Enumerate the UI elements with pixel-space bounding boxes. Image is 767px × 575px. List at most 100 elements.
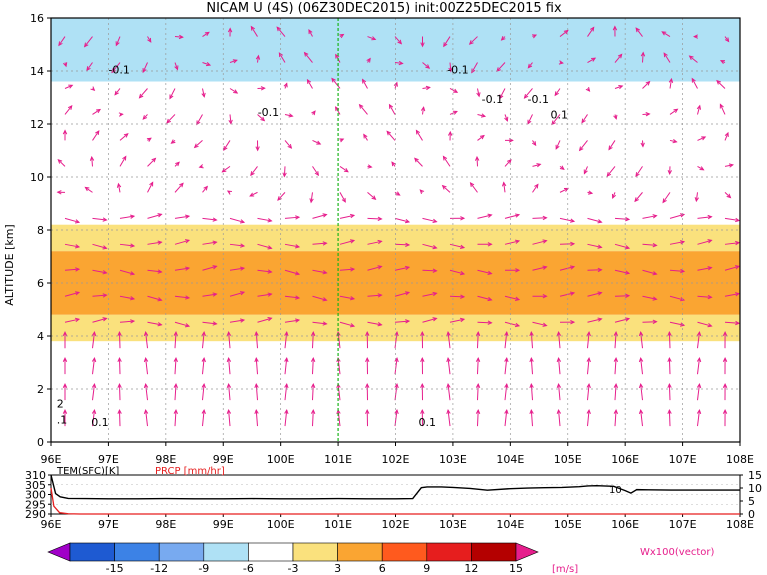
wind-vector-222	[422, 62, 430, 69]
wind-vector-head-0	[62, 408, 68, 414]
wind-vector-37	[119, 295, 135, 300]
wind-vector-head-37	[130, 296, 136, 301]
wind-vector-head-264	[514, 213, 521, 218]
wind-vector-head-159	[308, 29, 313, 35]
wind-vector-34	[118, 358, 121, 375]
wind-vector-273	[530, 384, 533, 401]
wind-vector-head-202	[391, 161, 396, 167]
wind-vector-head-49	[143, 382, 149, 389]
wind-vector-289	[558, 384, 561, 401]
wind-vector-head-141	[283, 82, 288, 88]
wind-vector-336	[640, 410, 643, 427]
wind-vector-head-211	[420, 331, 425, 337]
wind-vector-head-164	[349, 323, 356, 328]
wind-vector-head-143	[276, 26, 282, 32]
wind-vector-head-31	[83, 42, 89, 48]
wind-vector-79	[174, 36, 183, 38]
wind-vector-head-107	[223, 145, 228, 151]
wind-vector-head-395	[724, 131, 729, 137]
wind-vector-head-229	[460, 294, 466, 299]
y-tick-label-0: 0	[37, 436, 44, 449]
wind-vector-head-154	[314, 171, 319, 177]
wind-vector-head-246	[487, 270, 493, 275]
wind-vector-43	[119, 133, 129, 141]
wind-vector-head-46	[111, 68, 116, 74]
wind-vector-head-353	[667, 382, 672, 388]
wind-vector-151	[312, 242, 327, 245]
wind-vector-head-97	[226, 382, 232, 389]
wind-vector-155	[312, 139, 321, 145]
wind-vector-348	[642, 113, 650, 115]
wind-vector-head-139	[287, 144, 293, 149]
wind-vector-5	[64, 291, 80, 297]
wind-vector-96	[228, 410, 231, 427]
wind-vector-head-219	[415, 129, 421, 135]
wind-vector-257	[504, 384, 508, 401]
wind-vector-head-277	[542, 294, 548, 299]
wind-vector-head-237	[453, 88, 459, 93]
wind-vector-306	[587, 358, 590, 375]
wind-vector-288	[558, 410, 561, 427]
wind-vector-head-313	[588, 190, 594, 195]
colorbar-segment-7	[381, 542, 428, 562]
wind-vector-head-293	[569, 291, 576, 296]
wind-vector-108	[229, 114, 232, 124]
wind-vector-head-374	[707, 266, 713, 271]
wind-vector-head-330	[606, 172, 612, 177]
wind-vector-head-324	[624, 317, 631, 322]
wind-vector-46	[111, 62, 121, 73]
wind-vector-231	[449, 243, 465, 249]
wind-vector-67	[174, 332, 177, 349]
wind-vector-25	[85, 187, 93, 193]
wind-vector-253	[477, 88, 480, 97]
bottom-x-tick-3: 99E	[213, 518, 234, 531]
wind-vector-head-112	[254, 408, 259, 415]
wind-vector-head-145	[310, 382, 316, 389]
wind-vector-41	[117, 183, 121, 193]
wind-vector-head-251	[479, 134, 485, 140]
wind-vector-head-165	[350, 296, 356, 301]
wind-vector-344	[642, 215, 657, 219]
x-tick-label-5: 101E	[324, 453, 352, 466]
x-tick-label-6: 102E	[382, 453, 410, 466]
wind-vector-head-299	[555, 144, 560, 150]
wind-vector-284	[527, 114, 533, 124]
wind-vector-head-23	[102, 245, 108, 250]
wind-vector-head-304	[586, 408, 591, 415]
wind-vector-head-118	[267, 269, 273, 274]
wind-vector-275	[530, 332, 533, 349]
wind-vector-head-273	[529, 382, 534, 389]
wind-vector-279	[532, 240, 547, 245]
wind-vector-144	[312, 410, 314, 427]
x-tick-label-0: 96E	[41, 453, 62, 466]
bottom-x-tick-9: 105E	[554, 518, 582, 531]
wind-vector-322	[614, 358, 617, 375]
wind-vector-head-309	[597, 291, 603, 296]
wind-vector-head-390	[734, 265, 741, 270]
wind-vector-head-272	[529, 408, 534, 415]
wind-vector-head-60	[142, 115, 148, 120]
wind-vector-head-130	[284, 357, 289, 363]
wind-vector-323	[614, 332, 617, 349]
wind-vector-58	[147, 158, 156, 167]
wind-vector-head-121	[249, 192, 255, 197]
wind-vector-56	[147, 213, 162, 219]
wind-vector-72	[174, 215, 190, 219]
x-tick-label-7: 103E	[439, 453, 467, 466]
x-tick-label-9: 105E	[554, 453, 582, 466]
wind-vector-370	[697, 358, 700, 375]
y-tick-label-5: 10	[30, 171, 44, 184]
colorbar-segment-2	[158, 542, 205, 562]
wind-vector-head-179	[365, 331, 370, 337]
wind-vector-343	[642, 243, 657, 246]
wind-vector-head-269	[499, 94, 504, 100]
wind-vector-head-86	[212, 265, 218, 270]
wind-vector-head-283	[531, 141, 537, 147]
wind-vector-head-206	[398, 60, 404, 66]
wind-vector-head-349	[645, 80, 651, 86]
wind-vector-head-201	[395, 191, 401, 196]
wind-vector-head-35	[117, 331, 122, 337]
wind-vector-head-303	[563, 29, 569, 35]
wind-vector-291	[558, 332, 561, 349]
wind-vector-66	[174, 358, 177, 375]
